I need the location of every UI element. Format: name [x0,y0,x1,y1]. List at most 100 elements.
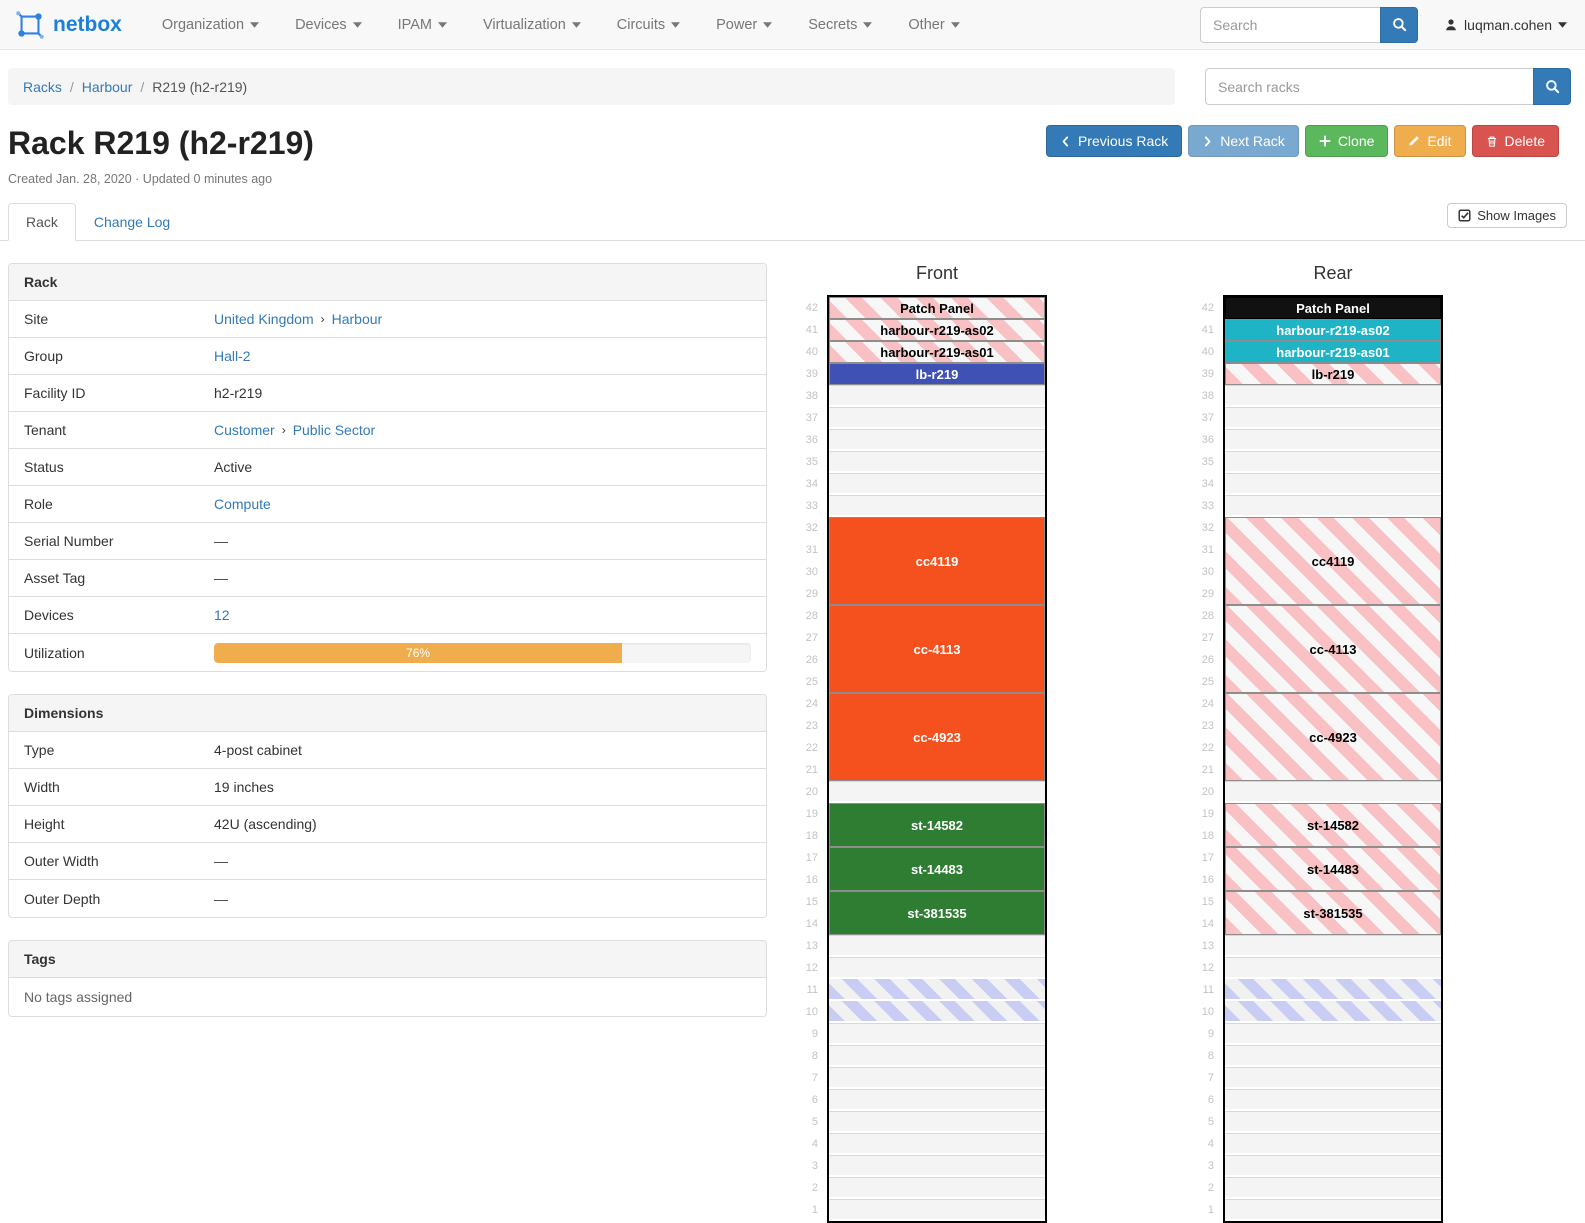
rack-unit-empty [829,1199,1045,1221]
rack-device-st-14483[interactable]: st-14483 [1225,847,1441,891]
caret-down-icon [250,21,260,28]
nav-item-organization[interactable]: Organization [144,0,277,50]
rack-device-lb-r219[interactable]: lb-r219 [829,363,1045,385]
nav-item-power[interactable]: Power [698,0,790,50]
rack-device-harbour-r219-as02[interactable]: harbour-r219-as02 [1225,319,1441,341]
rack-device-patch-panel[interactable]: Patch Panel [829,297,1045,319]
rack-device-cc-4923[interactable]: cc-4923 [829,693,1045,781]
rack-device-cc-4113[interactable]: cc-4113 [829,605,1045,693]
detail-label: Width [24,779,60,795]
rack-device-patch-panel[interactable]: Patch Panel [1225,297,1441,319]
unit-numbers: 42 41 40 39 38 37 36 35 34 33 32 31 30 29 28 27 26 25 24 23… [793,295,827,1223]
nav-item-virtualization[interactable]: Virtualization [465,0,599,50]
detail-label: Outer Width [24,853,99,869]
show-images-label: Show Images [1477,208,1556,223]
nav-item-label: Devices [295,16,347,33]
rack-device-cc4119[interactable]: cc4119 [1225,517,1441,605]
detail-value: — [214,570,751,586]
search-icon [1392,17,1407,32]
unit-number: 14 [1201,918,1214,930]
user-menu[interactable]: luqman.cohen [1444,17,1573,33]
rack-device-lb-r219[interactable]: lb-r219 [1225,363,1441,385]
detail-row-type: Type 4-post cabinet [9,732,766,769]
unit-number: 35 [1201,456,1214,468]
rack-device-harbour-r219-as02[interactable]: harbour-r219-as02 [829,319,1045,341]
rack-unit-empty [829,781,1045,803]
unit-number: 20 [805,786,818,798]
unit-number: 33 [1201,500,1214,512]
primary-nav: Organization Devices IPAM Virtualization Cir… [144,0,978,50]
panel-title-tags: Tags [9,941,766,978]
detail-label: Serial Number [24,533,114,549]
action-label: Previous Rack [1077,133,1169,149]
detail-row-asset-tag: Asset Tag — [9,560,766,597]
unit-number: 13 [1201,940,1214,952]
rack-device-harbour-r219-as01[interactable]: harbour-r219-as01 [829,341,1045,363]
rack-unit-empty [1225,1177,1441,1199]
unit-number: 42 [805,302,818,314]
unit-number: 4 [1207,1138,1214,1150]
panel-rack: Rack Site United Kingdom › Harbour Group Hall-… [8,263,767,672]
pencil-icon [1408,135,1420,147]
detail-value: Customer › Public Sector [214,422,751,438]
edit-button[interactable]: Edit [1394,125,1466,157]
rack-device-cc-4923[interactable]: cc-4923 [1225,693,1441,781]
nav-item-secrets[interactable]: Secrets [790,0,890,50]
nav-item-ipam[interactable]: IPAM [380,0,465,50]
global-search-button[interactable] [1380,6,1419,43]
link-united-kingdom[interactable]: United Kingdom [214,311,314,327]
tab-rack[interactable]: Rack [8,203,76,241]
nav-item-label: Virtualization [483,16,566,33]
tab-change-log[interactable]: Change Log [93,214,171,230]
link-harbour[interactable]: Harbour [331,311,383,327]
detail-value: Hall-2 [214,348,751,364]
rack-device-cc4119[interactable]: cc4119 [829,517,1045,605]
rack-unit-reserved [829,1001,1045,1023]
detail-label: Asset Tag [24,570,86,586]
nav-item-circuits[interactable]: Circuits [599,0,698,50]
rack-device-st-14483[interactable]: st-14483 [829,847,1045,891]
show-images-button[interactable]: Show Images [1447,203,1567,228]
unit-number: 27 [1201,632,1214,644]
unit-number: 6 [1207,1094,1214,1106]
unit-number: 16 [805,874,818,886]
rack-device-st-381535[interactable]: st-381535 [829,891,1045,935]
link-public-sector[interactable]: Public Sector [292,422,376,438]
value-text: 4-post cabinet [214,742,302,758]
next-rack-button[interactable]: Next Rack [1188,125,1299,157]
global-search-input[interactable] [1200,6,1381,43]
elevation-rear: Rear 42 41 40 39 38 37 36 35 34 33 32 31 30 29 28 27 26 25… [1189,263,1443,1223]
unit-number: 15 [1201,896,1214,908]
detail-label: Height [24,816,65,832]
rack-unit-empty [1225,781,1441,803]
link-hall-2[interactable]: Hall-2 [214,348,251,364]
rack-device-harbour-r219-as01[interactable]: harbour-r219-as01 [1225,341,1441,363]
rack-device-st-381535[interactable]: st-381535 [1225,891,1441,935]
link-12[interactable]: 12 [214,607,230,623]
breadcrumb-item-racks[interactable]: Racks [23,78,62,95]
rack-search-input[interactable] [1205,68,1533,105]
rack-search-button[interactable] [1533,68,1571,105]
unit-number: 9 [811,1028,818,1040]
delete-button[interactable]: Delete [1471,125,1559,157]
rack-device-st-14582[interactable]: st-14582 [829,803,1045,847]
rack-device-st-14582[interactable]: st-14582 [1225,803,1441,847]
nav-item-other[interactable]: Other [890,0,977,50]
unit-number: 1 [811,1204,818,1216]
nav-item-devices[interactable]: Devices [277,0,380,50]
rack-unit-empty [829,1023,1045,1045]
link-compute[interactable]: Compute [214,496,271,512]
unit-number: 29 [1201,588,1214,600]
breadcrumb-item-harbour[interactable]: Harbour [81,78,133,95]
username: luqman.cohen [1464,16,1552,33]
link-customer[interactable]: Customer [214,422,275,438]
previous-rack-button[interactable]: Previous Rack [1045,125,1183,157]
unit-number: 28 [1201,610,1214,622]
clone-button[interactable]: Clone [1304,125,1389,157]
brand-name: netbox [53,12,122,36]
rack-device-cc-4113[interactable]: cc-4113 [1225,605,1441,693]
unit-number: 20 [1201,786,1214,798]
trash-icon [1486,135,1498,148]
detail-value: Compute [214,496,751,512]
netbox-brand[interactable]: netbox [14,9,122,41]
